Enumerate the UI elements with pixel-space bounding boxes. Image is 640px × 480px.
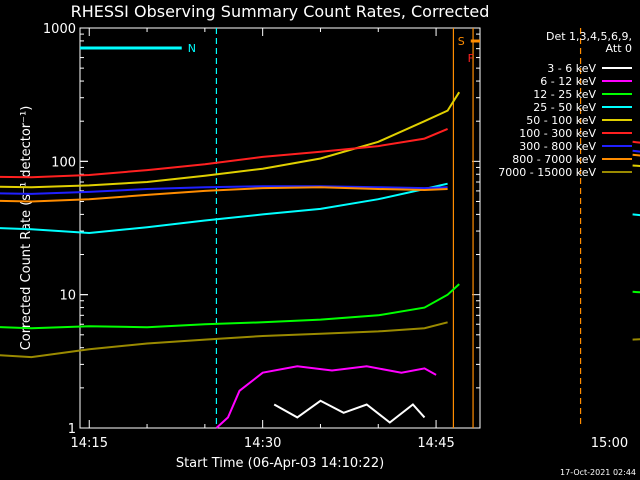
legend-label: 3 - 6 keV — [547, 62, 596, 75]
series-line — [0, 185, 448, 195]
annotation-label: F — [468, 52, 474, 65]
legend-label: 100 - 300 keV — [519, 127, 596, 140]
y-axis-label: Corrected Count Rate (s⁻¹ detector⁻¹) — [19, 106, 34, 351]
plot-area — [79, 27, 481, 429]
legend-label: 300 - 800 keV — [519, 140, 596, 153]
series-line — [0, 182, 448, 235]
annotation-label: S — [458, 35, 465, 48]
plot-frame — [79, 27, 481, 429]
legend-label: 12 - 25 keV — [533, 88, 596, 101]
legend-label: 6 - 12 keV — [540, 75, 596, 88]
attenuator-annotations: N SF — [80, 35, 480, 65]
x-axis-label: Start Time (06-Apr-03 14:10:22) — [176, 456, 384, 471]
x-tick-label: 14:30 — [244, 436, 281, 451]
series-line — [215, 365, 437, 429]
legend-label: 25 - 50 keV — [533, 101, 596, 114]
chart-title: RHESSI Observing Summary Count Rates, Co… — [71, 2, 490, 21]
legend-label: 7000 - 15000 keV — [498, 166, 596, 179]
series-line — [273, 399, 426, 424]
time-markers — [215, 28, 582, 428]
series-line — [0, 91, 461, 189]
detector-note: Det 1,3,4,5,6,9, — [546, 30, 632, 43]
attenuator-note: Att 0 — [606, 42, 632, 55]
legend-label: 800 - 7000 keV — [512, 153, 596, 166]
x-tick-label: 14:45 — [417, 436, 454, 451]
annotation-label: N — [188, 42, 196, 55]
y-tick-label: 1 — [68, 422, 76, 437]
series-line — [0, 321, 448, 359]
series-layer — [0, 91, 640, 429]
series-line — [0, 127, 448, 179]
y-tick-label: 10 — [59, 289, 76, 304]
x-tick-label: 14:15 — [71, 436, 108, 451]
y-axis: 1 10 100 1000 — [43, 22, 480, 437]
y-tick-label: 1000 — [43, 22, 76, 37]
legend-label: 50 - 100 keV — [526, 114, 596, 127]
y-tick-label: 100 — [51, 155, 76, 170]
series-line — [0, 283, 460, 330]
series-line — [0, 186, 448, 203]
timestamp: 17-Oct-2021 02:44 — [560, 468, 636, 477]
x-tick-label: 15:00 — [591, 436, 628, 451]
